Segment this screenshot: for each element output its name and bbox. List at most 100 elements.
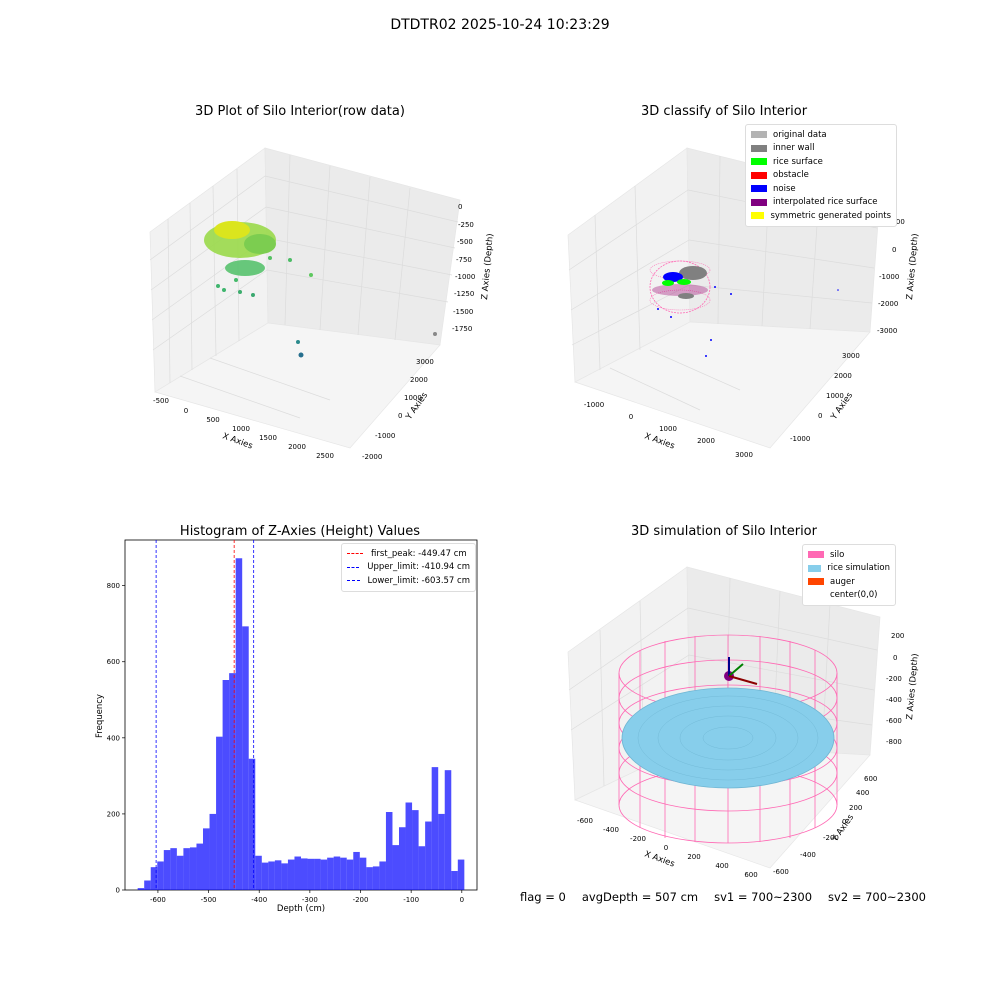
x-tick-label: -200: [353, 896, 369, 904]
p2-zlabel: Z Axies (Depth): [905, 233, 921, 300]
legend-swatch: [751, 212, 765, 220]
histogram-bar: [281, 863, 288, 890]
histogram-bar: [274, 860, 282, 890]
avg-depth-value: avgDepth = 507 cm: [581, 890, 699, 904]
p1-ztick: -1500: [453, 308, 473, 316]
p1-ztick: -1250: [454, 290, 474, 298]
histogram-bar: [222, 680, 230, 890]
panel2-legend: original data inner wall rice surface ob…: [745, 124, 897, 227]
histogram-bar: [176, 855, 184, 890]
p4-ytick: 200: [849, 804, 862, 812]
p4-xtick: 0: [664, 844, 668, 852]
histogram-reference-lines: [155, 540, 255, 890]
x-tick-label: 0: [460, 896, 464, 904]
histogram-bars: [137, 558, 465, 890]
p1-xtick: 500: [206, 416, 219, 424]
histogram-bar: [425, 821, 432, 890]
legend-label: first_peak: -449.47 cm: [371, 548, 467, 559]
legend-item: silo: [808, 548, 890, 562]
histogram-bar: [183, 848, 190, 890]
legend-swatch: [808, 551, 824, 559]
rice-surface: [621, 687, 835, 789]
histogram-bar: [307, 858, 315, 890]
legend-swatch: [751, 158, 767, 166]
histogram-bar: [340, 857, 347, 890]
legend-line: [347, 580, 360, 582]
legend-item: first_peak: -449.47 cm: [347, 547, 470, 561]
legend-swatch: [808, 591, 824, 599]
p1-ztick: -1000: [455, 273, 475, 281]
p2-ytick: 2000: [834, 372, 852, 380]
panel2-ticks: -1000 0 1000 2000 3000 -1000 0 1000 2000…: [584, 218, 905, 459]
y-tick-label: 800: [107, 582, 120, 590]
histogram-bar: [150, 867, 158, 890]
legend-item: Lower_limit: -603.57 cm: [347, 574, 470, 588]
histogram-bar: [438, 813, 445, 890]
p4-ztick: -400: [886, 696, 902, 704]
histogram-title: Histogram of Z-Axies (Height) Values: [179, 524, 421, 539]
p4-ztick: -800: [886, 738, 902, 746]
p2-ytick: -1000: [790, 435, 810, 443]
legend-item: interpolated rice surface: [751, 196, 891, 210]
p2-xtick: 3000: [735, 451, 753, 459]
p1-ztick: 0: [458, 203, 462, 211]
histogram-bar: [444, 770, 452, 890]
p1-ytick: -2000: [362, 453, 382, 461]
panel4-ticks: -600 -400 -200 0 200 400 600 -600 -400 -…: [577, 632, 904, 879]
histogram-xlabel: Depth (cm): [277, 904, 325, 914]
y-tick-label: 0: [116, 887, 120, 895]
panel2-title: 3D classify of Silo Interior: [640, 104, 808, 119]
legend-label: noise: [773, 183, 796, 194]
p4-ytick: 400: [856, 789, 869, 797]
p1-xlabel: X Axies: [221, 431, 254, 451]
y-tick-label: 200: [107, 810, 120, 818]
histogram-bar: [287, 859, 295, 890]
auger-axis-x: [728, 675, 758, 685]
panel1-3d-axes: [149, 147, 461, 449]
y-tick-label: 600: [107, 658, 120, 666]
p1-xtick: 2000: [288, 443, 306, 451]
p1-ytick: -1000: [375, 432, 395, 440]
legend-label: symmetric generated points: [770, 210, 891, 221]
p2-xtick: 0: [629, 413, 633, 421]
legend-item: auger: [808, 575, 890, 589]
legend-line: [347, 566, 360, 568]
histogram-y-ticks: 0 200 400 600 800: [107, 582, 125, 895]
p4-ytick: 0: [842, 818, 846, 826]
p4-ytick: -600: [773, 868, 789, 876]
histogram-bar: [268, 861, 275, 890]
p4-ytick: 600: [864, 775, 877, 783]
x-tick-label: -300: [302, 896, 318, 904]
p1-ytick: 0: [398, 412, 402, 420]
panel1-ticks: -500 0 500 1000 1500 2000 2500 -2000 -10…: [153, 203, 475, 461]
p4-ytick: -400: [800, 851, 816, 859]
histogram-bar: [372, 866, 380, 890]
histogram-plot: -600 -500 -400 -300 -200 -100 0 0 200 400 600 800: [107, 539, 478, 904]
histogram-bar: [301, 858, 308, 890]
histogram-legend: first_peak: -449.47 cm Upper_limit: -410…: [341, 543, 476, 592]
p4-xtick: -400: [603, 826, 619, 834]
legend-swatch: [751, 144, 767, 152]
histogram-bar: [353, 851, 360, 890]
histogram-bar: [359, 857, 367, 890]
legend-swatch: [751, 171, 767, 179]
histogram-bar: [333, 856, 341, 890]
histogram-bar: [137, 888, 145, 890]
p4-xlabel: X Axies: [643, 849, 676, 869]
p1-xtick: 1000: [232, 425, 250, 433]
p1-ztick: -250: [458, 221, 474, 229]
legend-item: center(0,0): [808, 589, 890, 603]
legend-label: interpolated rice surface: [773, 197, 878, 208]
p2-ztick: -3000: [877, 327, 897, 335]
legend-item: symmetric generated points: [751, 209, 891, 223]
p2-ytick: 3000: [842, 352, 860, 360]
p1-xtick: 0: [184, 407, 188, 415]
histogram-bar: [385, 812, 393, 890]
panel4-title: 3D simulation of Silo Interior: [631, 524, 817, 539]
legend-line: [347, 553, 363, 555]
p2-ztick: 0: [892, 246, 896, 254]
histogram-bar: [457, 859, 465, 890]
x-tick-label: -100: [403, 896, 419, 904]
p4-xtick: 600: [744, 871, 757, 879]
